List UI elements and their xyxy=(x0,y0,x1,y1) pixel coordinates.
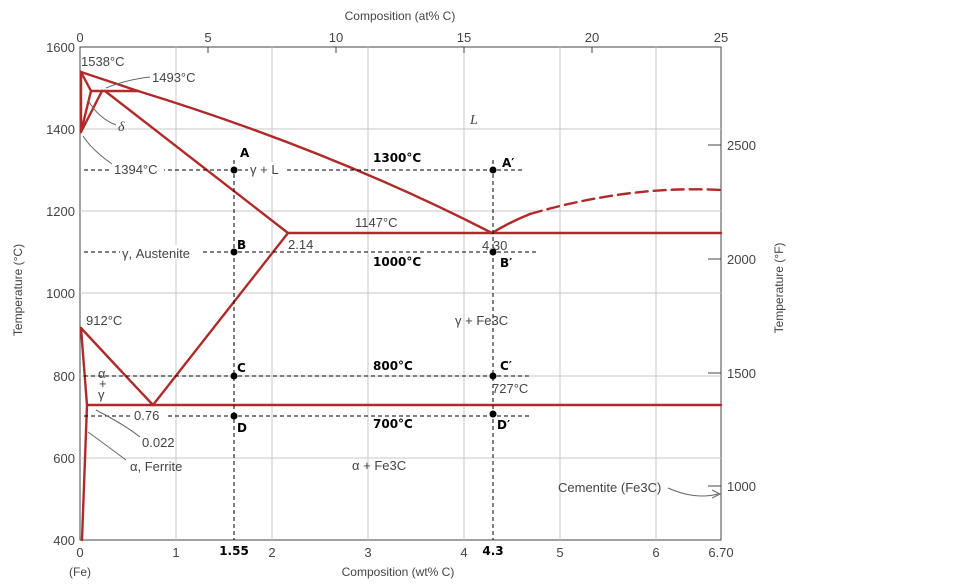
left-tick-label: 600 xyxy=(53,451,75,466)
label-727: 727°C xyxy=(492,381,528,396)
label-alpha: α xyxy=(98,366,106,381)
point-label-A: A xyxy=(240,146,250,160)
label-0-022: 0.022 xyxy=(142,435,175,450)
isotherm-label-1000: 1000°C xyxy=(373,255,421,269)
left-tick-label: 1000 xyxy=(46,286,75,301)
left-tick-label: 400 xyxy=(53,533,75,548)
construction-lines xyxy=(84,160,537,540)
leader-ferrite xyxy=(87,431,127,461)
right-axis-ticks xyxy=(708,144,721,487)
cementite-liquidus-solid xyxy=(490,212,532,235)
right-tick-label: 1500 xyxy=(727,366,756,381)
left-tick-label: 1200 xyxy=(46,204,75,219)
label-gamma-plus-cementite: γ + Fe3C xyxy=(455,313,508,328)
bottom-tick-label-bold: 4.3 xyxy=(482,544,503,558)
label-912: 912°C xyxy=(86,313,122,328)
point-D-prime xyxy=(489,410,497,418)
leader-0-022 xyxy=(95,409,141,438)
point-label-C-prime: C′ xyxy=(500,359,512,373)
top-axis-ticks xyxy=(79,47,722,53)
isotherm-label-1300: 1300°C xyxy=(373,151,421,165)
label-alpha-plus-cementite: α + Fe3C xyxy=(352,458,406,473)
leader-cementite xyxy=(667,487,719,497)
top-tick-label: 15 xyxy=(457,30,471,45)
left-axis-title: Temperature (°C) xyxy=(11,244,25,336)
top-tick-label: 25 xyxy=(714,30,728,45)
arrowhead-cementite xyxy=(711,489,722,499)
left-tick-label: 800 xyxy=(53,369,75,384)
right-tick-label: 2500 xyxy=(727,138,756,153)
leader-1493 xyxy=(105,76,151,89)
bottom-tick-label: 6.70 xyxy=(708,545,733,560)
top-axis-title: Composition (at% C) xyxy=(345,9,456,23)
label-liquid: L xyxy=(469,113,478,128)
point-label-B: B xyxy=(237,238,246,252)
point-A-prime xyxy=(489,166,497,174)
cementite-liquidus-dashed xyxy=(528,188,723,216)
bottom-tick-label: 1 xyxy=(172,545,179,560)
label-1538: 1538°C xyxy=(81,54,125,69)
label-delta: δ xyxy=(118,120,125,135)
right-tick-label: 1000 xyxy=(727,479,756,494)
label-ferrite: α, Ferrite xyxy=(130,459,182,474)
delta-solidus-line xyxy=(79,70,93,93)
right-tick-label: 2000 xyxy=(727,252,756,267)
phase-boundaries xyxy=(79,70,723,542)
right-axis-title: Temperature (°F) xyxy=(772,243,786,334)
label-1493: 1493°C xyxy=(152,70,196,85)
point-B xyxy=(230,248,238,256)
point-label-B-prime: B′ xyxy=(500,256,512,270)
delta-gamma-boundary-1 xyxy=(79,89,93,134)
label-4-30: 4.30 xyxy=(482,238,507,253)
top-tick-label: 0 xyxy=(76,30,83,45)
left-tick-label: 1400 xyxy=(46,122,75,137)
point-label-A-prime: A′ xyxy=(502,156,514,170)
fe-label: (Fe) xyxy=(69,565,91,579)
label-1147: 1147°C xyxy=(355,215,398,230)
isotherm-label-800: 800°C xyxy=(373,359,413,373)
label-gamma-plus-liquid: γ + L xyxy=(250,162,279,177)
top-tick-label: 20 xyxy=(585,30,599,45)
leader-1394 xyxy=(82,135,113,165)
label-1394: 1394°C xyxy=(114,162,158,177)
label-plus: + xyxy=(99,376,107,391)
bottom-tick-label-bold: 1.55 xyxy=(219,544,249,558)
left-tick-label: 1600 xyxy=(46,40,75,55)
point-A xyxy=(230,166,238,174)
alpha-gamma-boundary xyxy=(79,326,89,407)
solidus-line xyxy=(103,89,290,235)
ferrite-solvus-line xyxy=(80,403,89,542)
point-label-D-prime: D′ xyxy=(497,418,510,432)
point-D xyxy=(230,412,238,420)
isotherm-label-700: 700°C xyxy=(373,417,413,431)
top-tick-label: 5 xyxy=(204,30,211,45)
label-austenite: γ, Austenite xyxy=(122,246,190,261)
point-label-C: C xyxy=(237,361,246,375)
bottom-tick-label: 0 xyxy=(76,545,83,560)
label-2-14: 2.14 xyxy=(288,237,313,252)
point-C xyxy=(230,372,238,380)
bottom-tick-label: 5 xyxy=(556,545,563,560)
bottom-tick-label: 4 xyxy=(460,545,467,560)
bottom-axis-title: Composition (wt% C) xyxy=(342,565,455,579)
point-B-prime xyxy=(489,248,497,256)
liquidus-line xyxy=(136,89,494,235)
point-label-D: D xyxy=(237,421,247,435)
liquidus-delta-line xyxy=(79,70,140,93)
point-C-prime xyxy=(489,372,497,380)
top-tick-label: 10 xyxy=(329,30,343,45)
label-0-76: 0.76 xyxy=(134,408,159,423)
a3-line xyxy=(79,326,155,407)
label-gamma: γ xyxy=(98,387,105,402)
bottom-tick-label: 3 xyxy=(364,545,371,560)
label-cementite: Cementite (Fe3C) xyxy=(558,480,661,495)
delta-gamma-boundary-2 xyxy=(79,89,104,134)
bottom-tick-label: 6 xyxy=(652,545,659,560)
bottom-tick-label: 2 xyxy=(268,545,275,560)
label-backgrounds xyxy=(112,162,284,422)
leader-delta xyxy=(87,99,117,126)
